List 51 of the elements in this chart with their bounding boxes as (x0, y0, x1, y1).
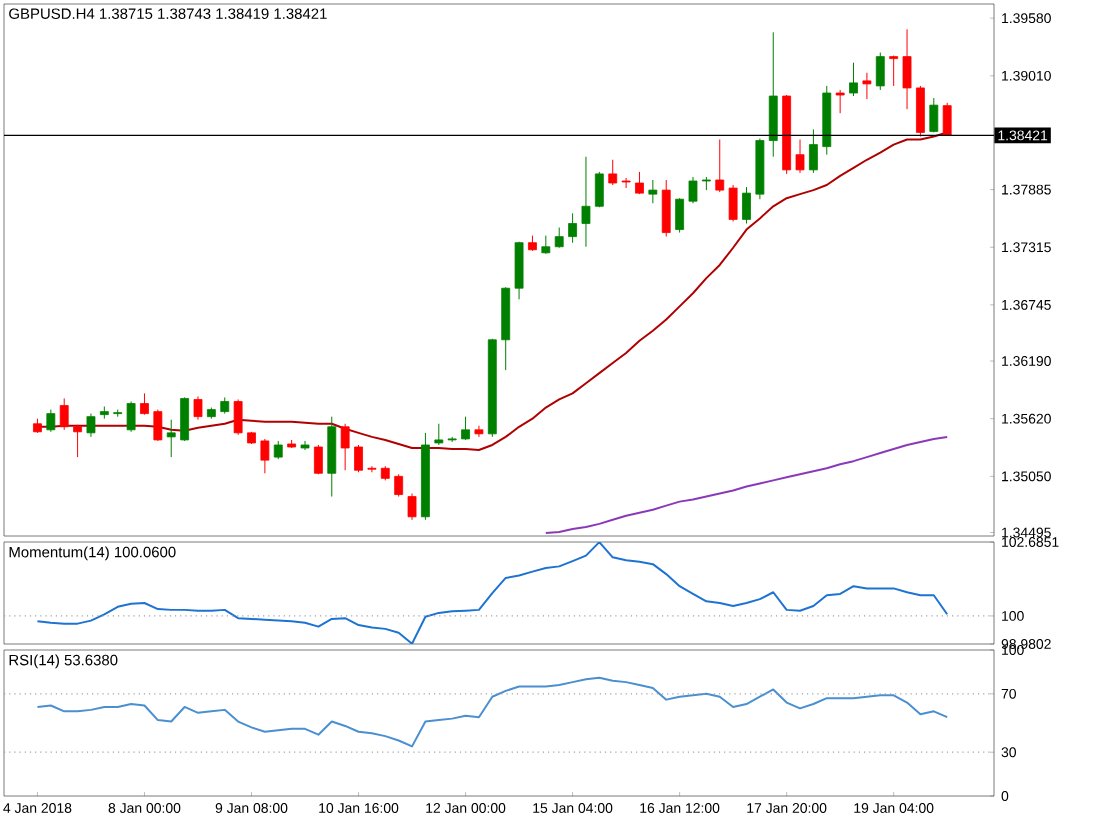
candlestick (862, 72, 872, 100)
candlestick (367, 465, 377, 473)
candlestick (875, 52, 885, 91)
candlestick (889, 55, 899, 87)
candlestick (715, 139, 725, 193)
candlestick (180, 396, 190, 442)
candlestick (902, 28, 912, 110)
candlestick (394, 473, 404, 498)
candlestick (340, 423, 350, 471)
candlestick (648, 179, 658, 204)
candlestick (728, 184, 738, 222)
candlestick (327, 416, 337, 498)
candlestick (126, 400, 136, 433)
candlestick (260, 438, 270, 474)
candlestick (514, 241, 524, 300)
candlestick (541, 235, 551, 255)
candlestick (86, 413, 96, 438)
candlestick (166, 419, 176, 458)
candlestick (742, 186, 751, 224)
candlestick (140, 392, 149, 416)
candlestick (434, 423, 444, 446)
candlestick (849, 62, 858, 97)
candlestick (354, 444, 363, 473)
candlestick (768, 31, 778, 158)
candlestick (193, 395, 203, 421)
candlestick (273, 440, 283, 460)
candlestick (608, 159, 618, 186)
candlestick (474, 425, 484, 438)
candlestick (621, 177, 631, 189)
candlestick (568, 212, 577, 244)
candlestick (59, 397, 69, 431)
candlestick (461, 416, 470, 441)
candlestick (835, 89, 845, 114)
candlestick (808, 128, 818, 174)
candlestick (407, 493, 417, 521)
candlestick (73, 424, 82, 458)
candlestick (916, 85, 925, 137)
candlestick (153, 409, 163, 442)
candlestick (46, 409, 56, 433)
candlestick (942, 102, 952, 137)
candlestick (233, 398, 243, 436)
candlestick (929, 97, 939, 133)
candlestick (661, 179, 671, 238)
candlestick (313, 444, 323, 475)
line-series (544, 435, 949, 534)
candlestick (675, 197, 685, 234)
candlestick (795, 139, 805, 174)
candlestick (594, 171, 604, 208)
candlestick (554, 227, 564, 249)
candlestick (581, 156, 591, 248)
candlestick (688, 176, 698, 204)
